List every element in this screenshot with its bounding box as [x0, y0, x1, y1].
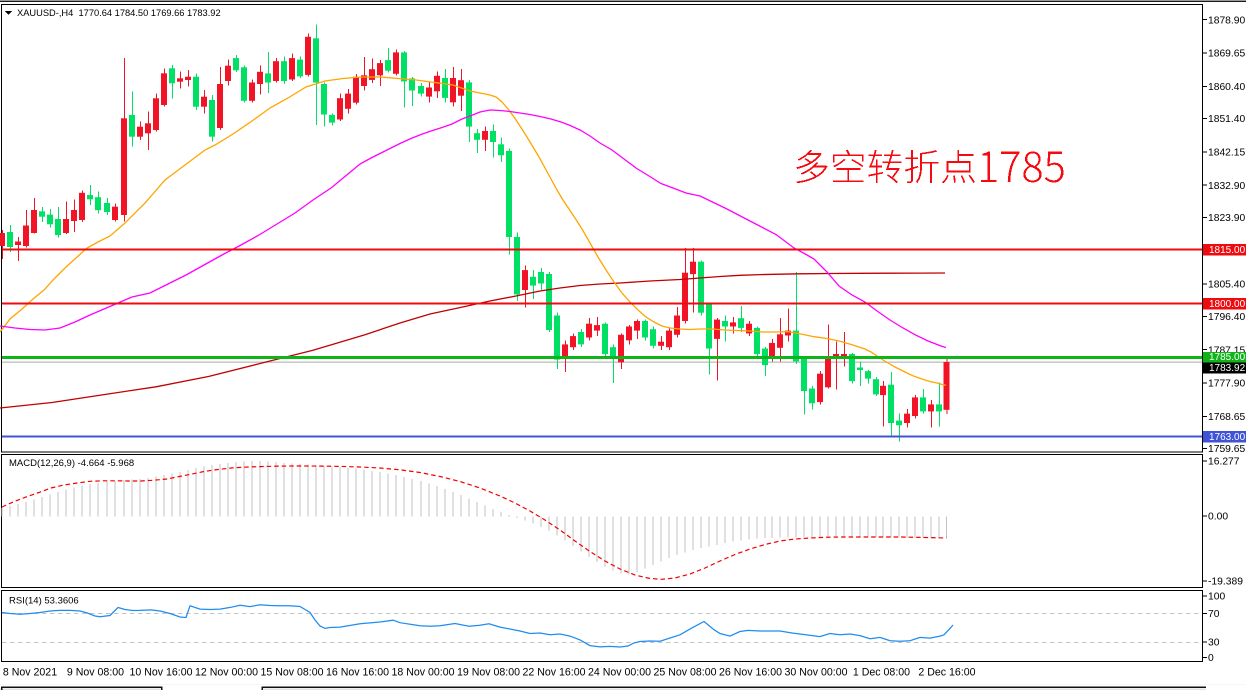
svg-text:18 Nov 00:00: 18 Nov 00:00 [391, 667, 454, 679]
svg-text:1783.92: 1783.92 [1209, 363, 1246, 374]
svg-text:24 Nov 00:00: 24 Nov 00:00 [588, 667, 651, 679]
svg-text:100: 100 [1208, 592, 1225, 603]
svg-text:1842.15: 1842.15 [1208, 148, 1245, 159]
svg-text:1869.65: 1869.65 [1208, 49, 1245, 60]
svg-text:MACD(12,26,9) -4.664 -5.968: MACD(12,26,9) -4.664 -5.968 [9, 458, 134, 469]
svg-text:1805.40: 1805.40 [1208, 280, 1245, 291]
svg-text:12 Nov 00:00: 12 Nov 00:00 [195, 667, 258, 679]
svg-text:1777.90: 1777.90 [1208, 379, 1245, 390]
svg-text:1 Dec 08:00: 1 Dec 08:00 [853, 667, 910, 679]
svg-text:30 Nov 00:00: 30 Nov 00:00 [784, 667, 847, 679]
svg-text:1785.00: 1785.00 [1209, 352, 1246, 363]
svg-text:22 Nov 16:00: 22 Nov 16:00 [522, 667, 585, 679]
svg-text:1878.90: 1878.90 [1208, 15, 1245, 26]
svg-text:1768.65: 1768.65 [1208, 412, 1245, 423]
svg-text:1860.40: 1860.40 [1208, 82, 1245, 93]
svg-text:19 Nov 08:00: 19 Nov 08:00 [457, 667, 520, 679]
svg-text:15 Nov 08:00: 15 Nov 08:00 [260, 667, 323, 679]
svg-text:XAUUSD-,H4 1770.64 1784.50 17: XAUUSD-,H4 1770.64 1784.50 1769.66 1783.… [17, 8, 221, 18]
svg-text:1787.15: 1787.15 [1208, 345, 1245, 356]
svg-text:1815.00: 1815.00 [1209, 245, 1246, 256]
svg-text:1796.40: 1796.40 [1208, 312, 1245, 323]
svg-text:1832.90: 1832.90 [1208, 181, 1245, 192]
svg-text:10 Nov 16:00: 10 Nov 16:00 [129, 667, 192, 679]
svg-text:8 Nov 2021: 8 Nov 2021 [3, 667, 57, 679]
svg-text:26 Nov 16:00: 26 Nov 16:00 [719, 667, 782, 679]
svg-text:1763.00: 1763.00 [1209, 432, 1246, 443]
svg-text:1759.65: 1759.65 [1208, 444, 1245, 455]
svg-text:RSI(14) 53.3606: RSI(14) 53.3606 [9, 596, 79, 607]
svg-text:1800.00: 1800.00 [1209, 299, 1246, 310]
svg-text:0: 0 [1208, 653, 1214, 664]
svg-text:16 Nov 16:00: 16 Nov 16:00 [326, 667, 389, 679]
svg-text:25 Nov 08:00: 25 Nov 08:00 [653, 667, 716, 679]
svg-text:0.00: 0.00 [1208, 512, 1228, 523]
svg-text:1851.40: 1851.40 [1208, 114, 1245, 125]
svg-text:2 Dec 16:00: 2 Dec 16:00 [918, 667, 975, 679]
svg-text:16.277: 16.277 [1208, 457, 1240, 468]
svg-text:30: 30 [1208, 638, 1220, 649]
svg-text:70: 70 [1208, 609, 1220, 620]
svg-text:-19.389: -19.389 [1208, 577, 1243, 588]
svg-text:9 Nov 08:00: 9 Nov 08:00 [67, 667, 124, 679]
svg-text:1823.90: 1823.90 [1208, 213, 1245, 224]
